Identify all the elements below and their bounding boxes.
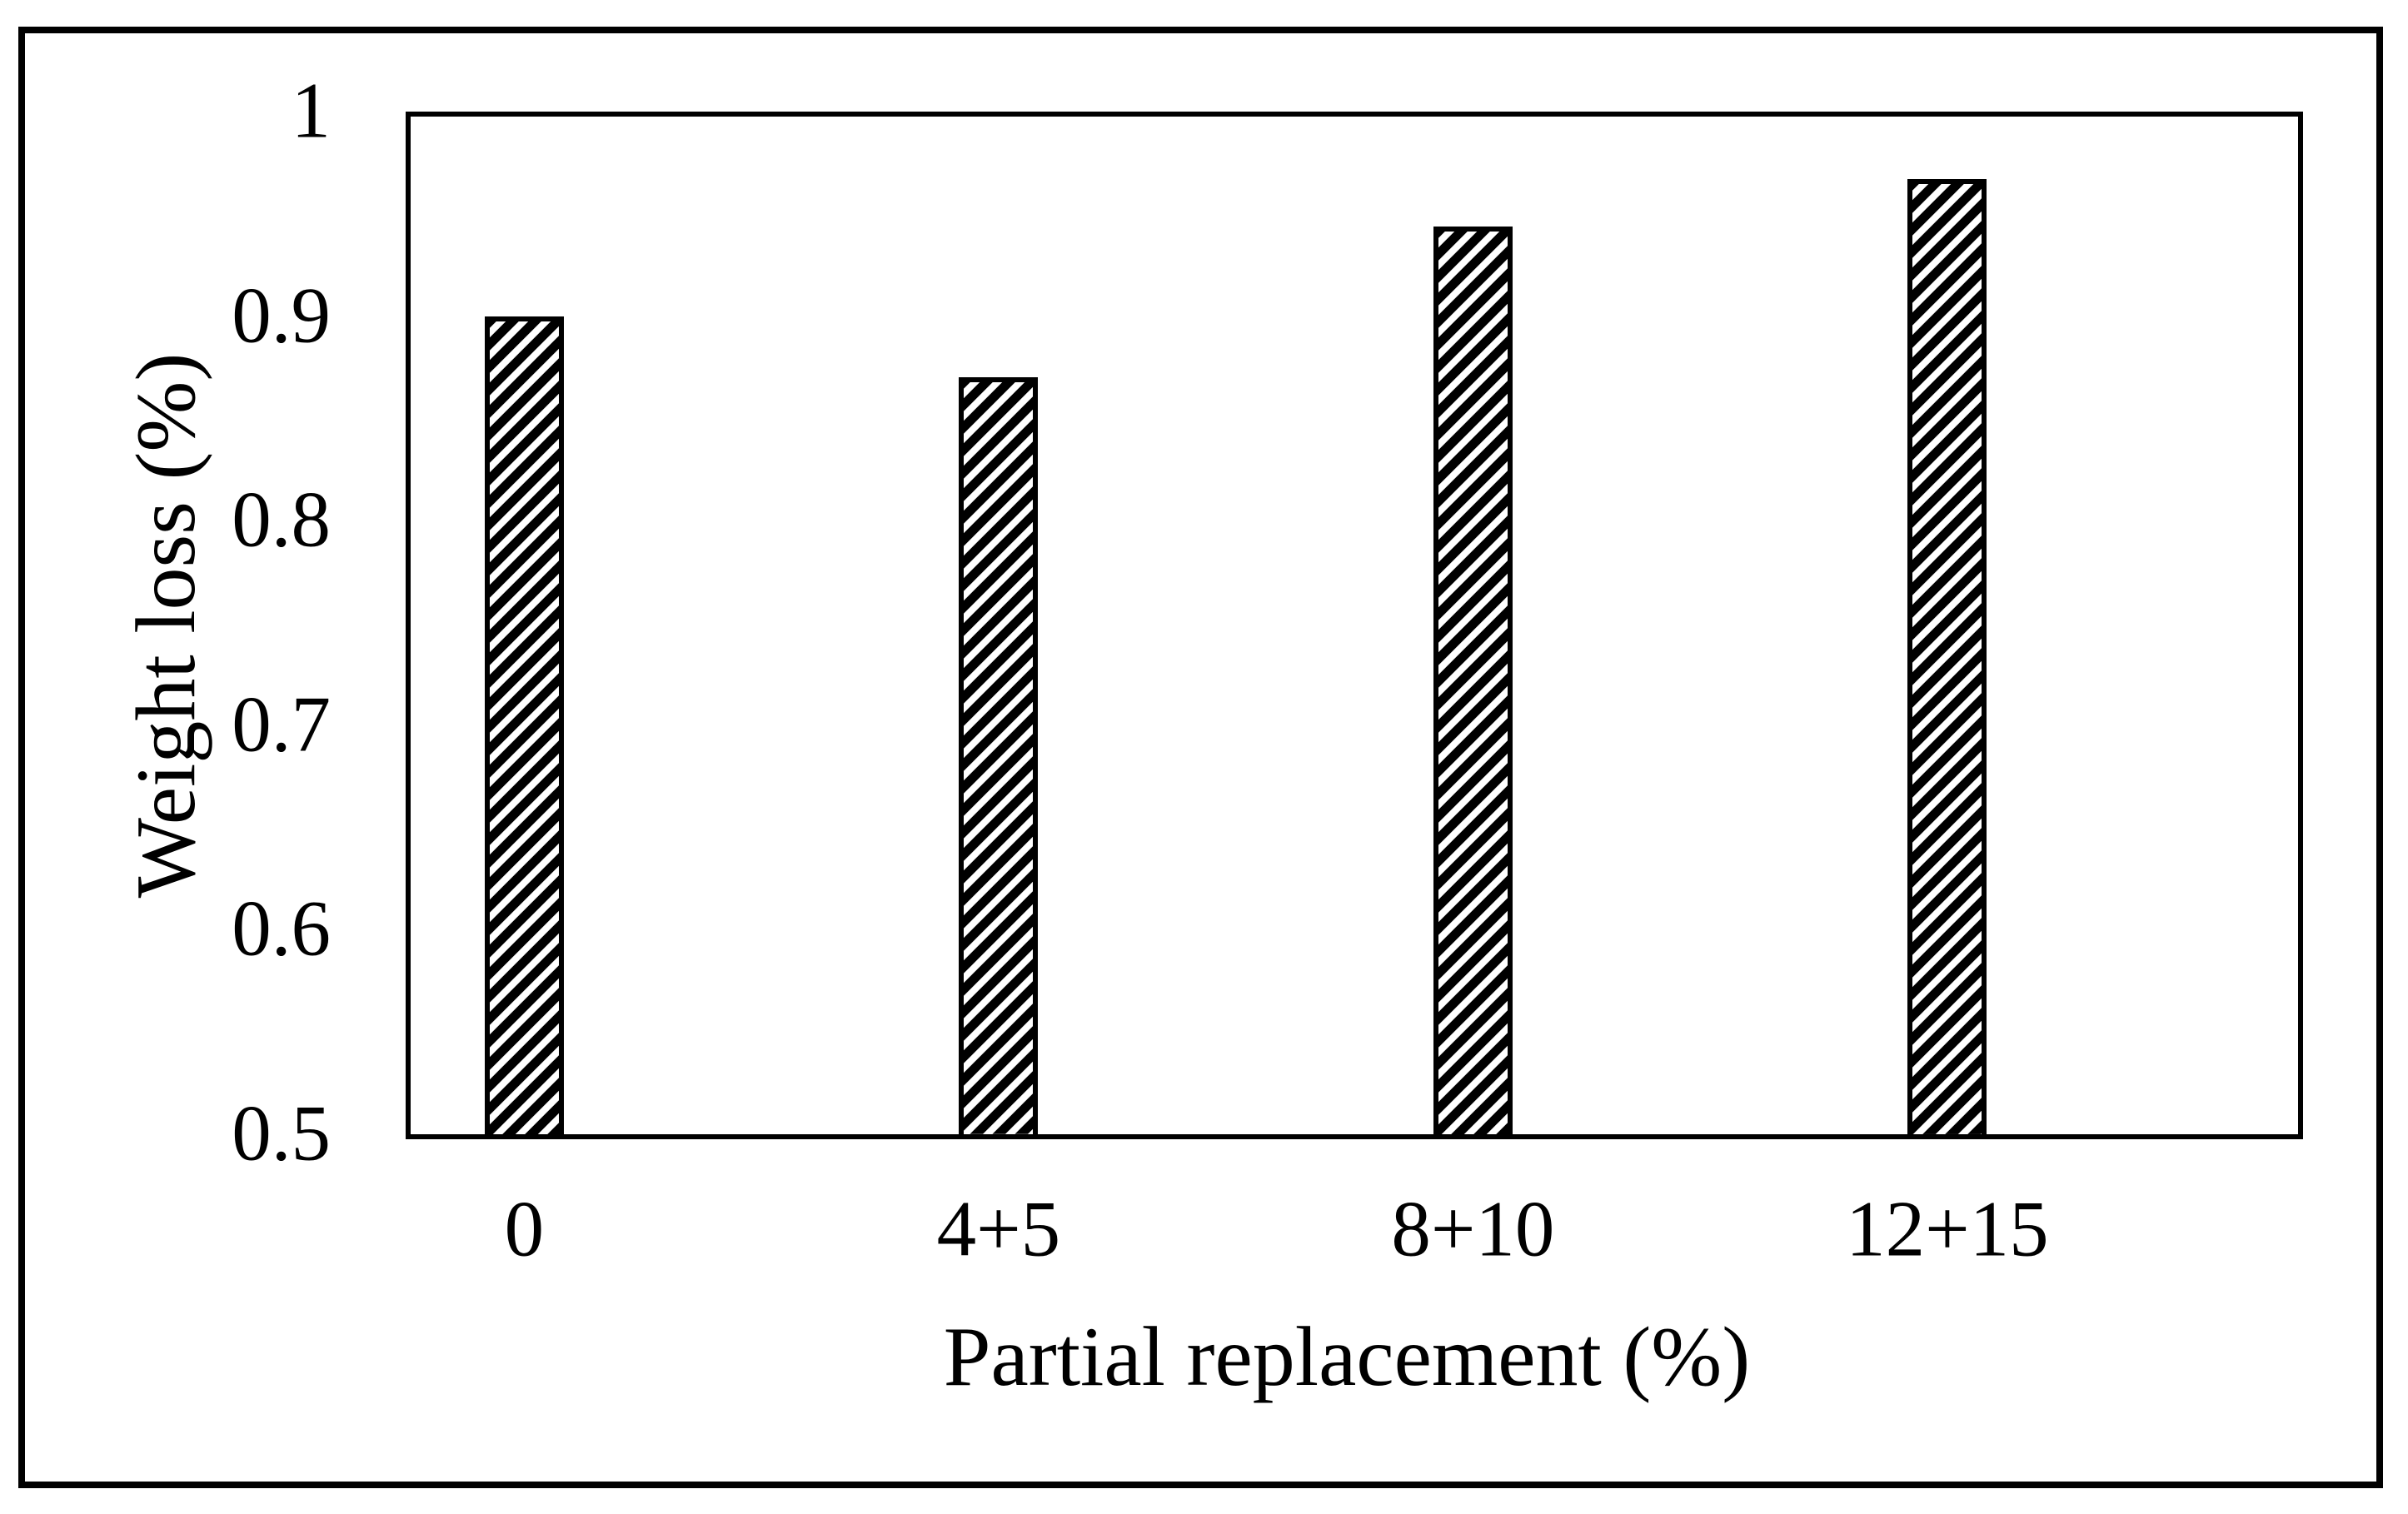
bar-hatch-fill [1438,231,1508,1134]
x-axis-title: Partial replacement (%) [943,1309,1751,1404]
y-axis-title: Weight loss (%) [119,352,213,899]
bar-8+10 [1433,226,1513,1139]
plot-area [406,112,2303,1139]
x-category-label-4+5: 4+5 [936,1184,1061,1273]
x-category-label-12+15: 12+15 [1846,1184,2049,1273]
bar-0 [484,316,564,1139]
y-tick-label-0.8: 0.8 [232,475,331,564]
y-tick-label-1: 1 [291,66,332,155]
y-tick-label-0.9: 0.9 [232,271,331,360]
x-category-label-8+10: 8+10 [1391,1184,1555,1273]
figure-border [18,27,2383,1488]
bar-hatch-fill [964,382,1034,1134]
y-tick-label-0.7: 0.7 [232,680,331,769]
x-category-label-0: 0 [504,1184,545,1273]
bar-4+5 [959,377,1039,1139]
bar-hatch-fill [489,321,559,1134]
bar-hatch-fill [1912,184,1982,1134]
y-tick-label-0.5: 0.5 [232,1088,331,1178]
bar-12+15 [1907,179,1987,1139]
y-tick-label-0.6: 0.6 [232,884,331,974]
